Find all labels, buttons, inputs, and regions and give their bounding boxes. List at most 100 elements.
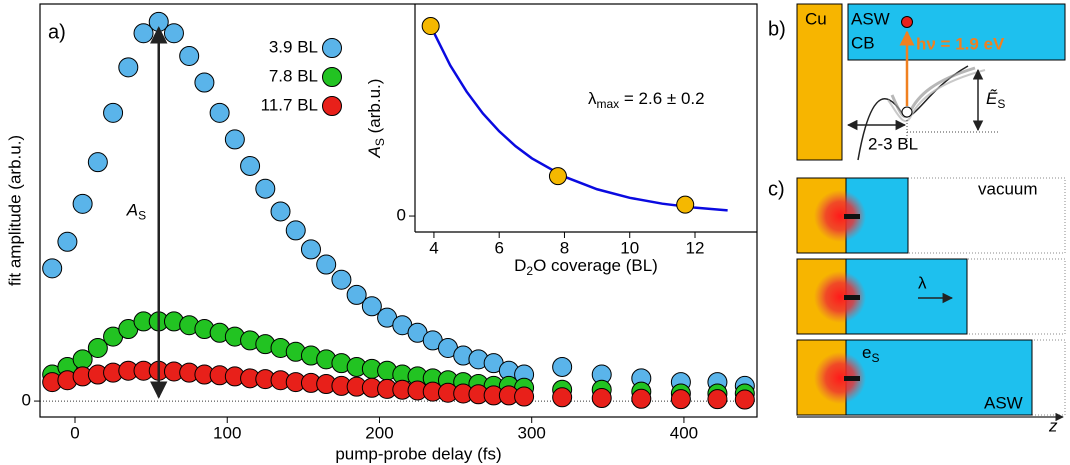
amplitude-label-sub: S — [138, 209, 146, 223]
x-tick-label: 8 — [560, 238, 569, 257]
fit-annotation-rest: = 2.6 ± 0.2 — [619, 89, 704, 108]
fit-curve — [429, 25, 728, 212]
electron-marker — [844, 295, 860, 300]
y-axis-title-sub: S — [373, 138, 387, 146]
data-point — [72, 193, 93, 214]
data-point — [42, 258, 63, 279]
x-axis-title: pump-probe delay (fs) — [335, 444, 501, 463]
legend-label: 11.7 BL — [261, 95, 318, 114]
legend-swatch — [322, 38, 342, 58]
data-point — [224, 129, 245, 150]
energy-sub: S — [997, 97, 1005, 111]
data-point — [209, 102, 230, 123]
data-point — [103, 102, 124, 123]
x-tick-label: 100 — [213, 423, 241, 442]
data-point — [255, 178, 276, 199]
data-point — [361, 296, 382, 317]
y-axis-title: AS (arb.u.) — [365, 79, 387, 159]
x-tick-label: 6 — [494, 238, 503, 257]
data-point — [591, 388, 612, 409]
layer-row — [796, 339, 1066, 416]
x-tick-label: 300 — [518, 423, 546, 442]
electron-cloud — [814, 352, 866, 404]
data-point — [552, 356, 573, 377]
x-tick-label: 400 — [670, 423, 698, 442]
electron-marker — [844, 376, 860, 381]
metal-slab — [796, 3, 843, 161]
data-point — [300, 239, 321, 260]
fit-annotation-sub: max — [597, 97, 620, 111]
x-tick-label: 0 — [70, 423, 79, 442]
data-point — [552, 387, 573, 408]
y-axis-title-main: A — [365, 146, 384, 158]
electron-cloud — [814, 271, 866, 323]
data-point — [707, 389, 728, 410]
x-tick-label: 200 — [365, 423, 393, 442]
data-point — [676, 195, 695, 214]
distance-label: 2-3 BL — [868, 134, 918, 153]
y-tick-label: 0 — [397, 206, 406, 225]
layer-row — [796, 258, 1066, 335]
panel-label: b) — [768, 18, 786, 40]
x-tick-label: 10 — [620, 238, 639, 257]
electron-label: eS — [862, 343, 879, 365]
data-point — [118, 57, 139, 78]
data-point — [514, 386, 535, 407]
data-point — [670, 389, 691, 410]
legend-label: 3.9 BL — [269, 37, 318, 56]
panel-a: 0 100 200 300 400 0 pump-probe delay (fs) fit a… — [5, 3, 758, 463]
vacuum-label: vacuum — [978, 179, 1038, 198]
energy-label: ẼS — [986, 88, 1005, 111]
legend-swatch — [322, 96, 342, 116]
panel-a-inset: 4 6 8 10 12 0 D2O coverage (BL) AS (arb.u.) λmax… — [365, 4, 757, 278]
data-point — [346, 284, 367, 305]
y-axis-title: fit amplitude (arb.u.) — [5, 135, 24, 286]
metal-label: Cu — [805, 9, 827, 28]
data-point — [240, 155, 261, 176]
panel-c: c) vacuum λ eS ASW z — [768, 177, 1066, 435]
legend-label: 7.8 BL — [269, 66, 318, 85]
data-point — [194, 72, 215, 93]
amplitude-label-main: A — [126, 201, 138, 220]
data-point — [179, 45, 200, 66]
z-label: z — [1048, 416, 1058, 435]
amplitude-label: AS — [126, 201, 146, 223]
data-point — [87, 337, 108, 358]
x-axis-title-sub: 2 — [526, 264, 533, 278]
band-box — [847, 3, 1066, 61]
panel-b: b) Cu ASW CB hν = 1.9 eV ẼS 2-3 BL — [768, 3, 1066, 161]
legend-swatch — [322, 67, 342, 87]
data-point — [421, 17, 440, 36]
data-point — [734, 389, 755, 410]
data-point — [163, 23, 184, 44]
electron-symbol: e — [862, 343, 871, 362]
potential-curve — [887, 69, 986, 123]
layer-label: ASW — [851, 9, 890, 28]
data-point — [548, 167, 567, 186]
panel-label: a) — [48, 21, 66, 43]
panel-label: c) — [768, 178, 785, 200]
data-point — [87, 152, 108, 173]
data-point — [631, 388, 652, 409]
x-axis-title-main: D — [514, 256, 526, 275]
energy-symbol: Ẽ — [986, 88, 998, 108]
x-axis-title: D2O coverage (BL) — [514, 256, 658, 278]
x-axis-title-rest: O coverage (BL) — [533, 256, 658, 275]
photon-label: hν = 1.9 eV — [916, 34, 1005, 53]
lambda-label: λ — [918, 273, 927, 292]
electron-marker — [844, 214, 860, 219]
data-point — [270, 201, 291, 222]
fit-annotation-main: λ — [588, 89, 597, 108]
data-point — [57, 231, 78, 252]
band-label: CB — [851, 33, 875, 52]
electron — [901, 16, 913, 28]
electron-sub: S — [871, 351, 879, 365]
layer-row — [796, 177, 1066, 254]
layer-label: ASW — [984, 393, 1023, 412]
data-point — [285, 220, 306, 241]
y-axis-title-rest: (arb.u.) — [365, 79, 384, 139]
fit-annotation: λmax = 2.6 ± 0.2 — [588, 89, 705, 111]
ice-layer — [845, 339, 1033, 416]
hole — [901, 106, 913, 118]
